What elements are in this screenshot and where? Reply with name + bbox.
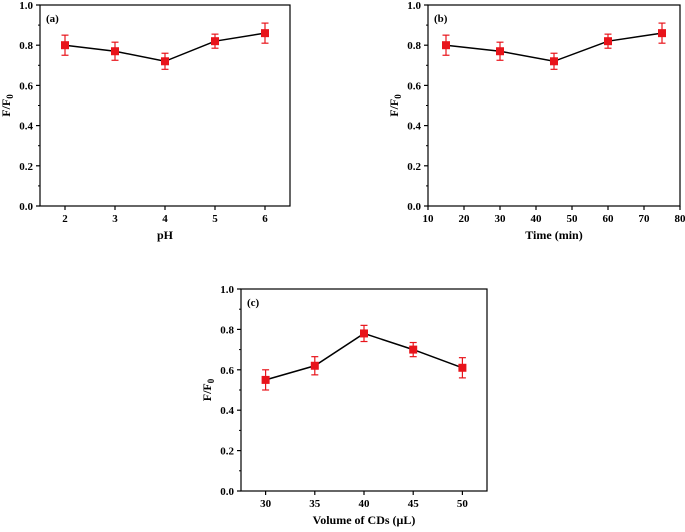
x-axis-title: pH xyxy=(157,228,174,242)
x-tick-label: 40 xyxy=(359,498,371,510)
x-tick-label: 70 xyxy=(639,213,651,225)
y-axis-title-subscript: 0 xyxy=(5,94,15,99)
data-point xyxy=(360,329,368,338)
x-tick-label: 5 xyxy=(212,213,218,225)
x-tick-label: 50 xyxy=(567,213,579,225)
y-axis-title-subscript: 0 xyxy=(393,94,403,99)
data-point xyxy=(261,29,269,38)
y-tick-label: 0.2 xyxy=(220,446,234,458)
y-axis-title-subscript: 0 xyxy=(206,378,216,383)
y-tick-label: 1.0 xyxy=(220,284,234,296)
data-point xyxy=(111,47,119,56)
y-tick-label: 1.0 xyxy=(19,0,33,12)
x-tick-label: 30 xyxy=(495,213,507,225)
x-tick-label: 45 xyxy=(408,498,420,510)
y-axis-title-main: F/F xyxy=(200,383,214,401)
y-tick-label: 0.4 xyxy=(19,121,33,133)
data-point xyxy=(604,37,612,46)
data-point xyxy=(211,37,219,46)
y-tick-label: 0.8 xyxy=(19,40,33,52)
y-tick-label: 0.2 xyxy=(19,161,33,173)
y-tick-label: 0.4 xyxy=(407,121,421,133)
y-tick-label: 0.6 xyxy=(19,80,33,92)
data-point xyxy=(658,29,666,38)
data-point xyxy=(496,47,504,56)
panel-label: (b) xyxy=(434,13,448,25)
data-point xyxy=(310,361,319,370)
data-point xyxy=(442,41,450,50)
x-tick-label: 30 xyxy=(260,498,272,510)
x-tick-label: 80 xyxy=(675,213,685,225)
chart-panel-0: 0.0 0.2 0.4 0.6 0.8 1.0 2 3 4 5 6 (a) pH F/F0 xyxy=(0,0,291,242)
data-point xyxy=(61,41,69,50)
y-axis-title: F/F0 xyxy=(387,94,403,117)
plot-frame xyxy=(240,288,488,492)
y-tick-label: 0.6 xyxy=(407,80,421,92)
y-tick-label: 0.0 xyxy=(220,486,234,498)
panel-label: (a) xyxy=(46,13,59,25)
y-axis-title: F/F0 xyxy=(200,378,216,401)
data-point xyxy=(458,363,467,372)
x-tick-label: 50 xyxy=(457,498,469,510)
x-axis-title: Volume of CDs (μL) xyxy=(313,513,416,527)
y-tick-label: 0.2 xyxy=(407,161,421,173)
data-point xyxy=(261,375,270,384)
x-tick-label: 4 xyxy=(162,213,168,225)
data-point xyxy=(409,345,418,354)
x-tick-label: 2 xyxy=(62,213,68,225)
y-tick-label: 0.6 xyxy=(220,365,234,377)
y-tick-label: 0.0 xyxy=(407,201,421,213)
y-tick-label: 1.0 xyxy=(407,0,421,12)
y-axis-title: F/F0 xyxy=(0,94,15,117)
y-axis-title-main: F/F xyxy=(387,99,401,117)
data-point xyxy=(550,57,558,66)
data-point xyxy=(161,57,169,66)
y-tick-label: 0.8 xyxy=(407,40,421,52)
panel-label: (c) xyxy=(247,297,260,309)
chart-panel-1: 0.0 0.2 0.4 0.6 0.8 1.0 10 20 30 40 50 60 70 80 (b) Tim… xyxy=(387,0,685,242)
y-tick-label: 0.0 xyxy=(19,201,33,213)
plot-frame xyxy=(427,4,681,207)
x-axis-title: Time (min) xyxy=(525,228,582,242)
x-tick-label: 40 xyxy=(531,213,543,225)
x-tick-label: 3 xyxy=(112,213,118,225)
y-axis-title-main: F/F xyxy=(0,99,13,117)
x-tick-label: 20 xyxy=(459,213,471,225)
x-tick-label: 35 xyxy=(309,498,321,510)
x-tick-label: 60 xyxy=(603,213,615,225)
y-tick-label: 0.4 xyxy=(220,405,234,417)
y-tick-label: 0.8 xyxy=(220,324,234,336)
x-tick-label: 10 xyxy=(423,213,435,225)
chart-panel-2: 0.0 0.2 0.4 0.6 0.8 1.0 30 35 40 45 50 (c) Volume of… xyxy=(200,284,488,527)
x-tick-label: 6 xyxy=(262,213,268,225)
